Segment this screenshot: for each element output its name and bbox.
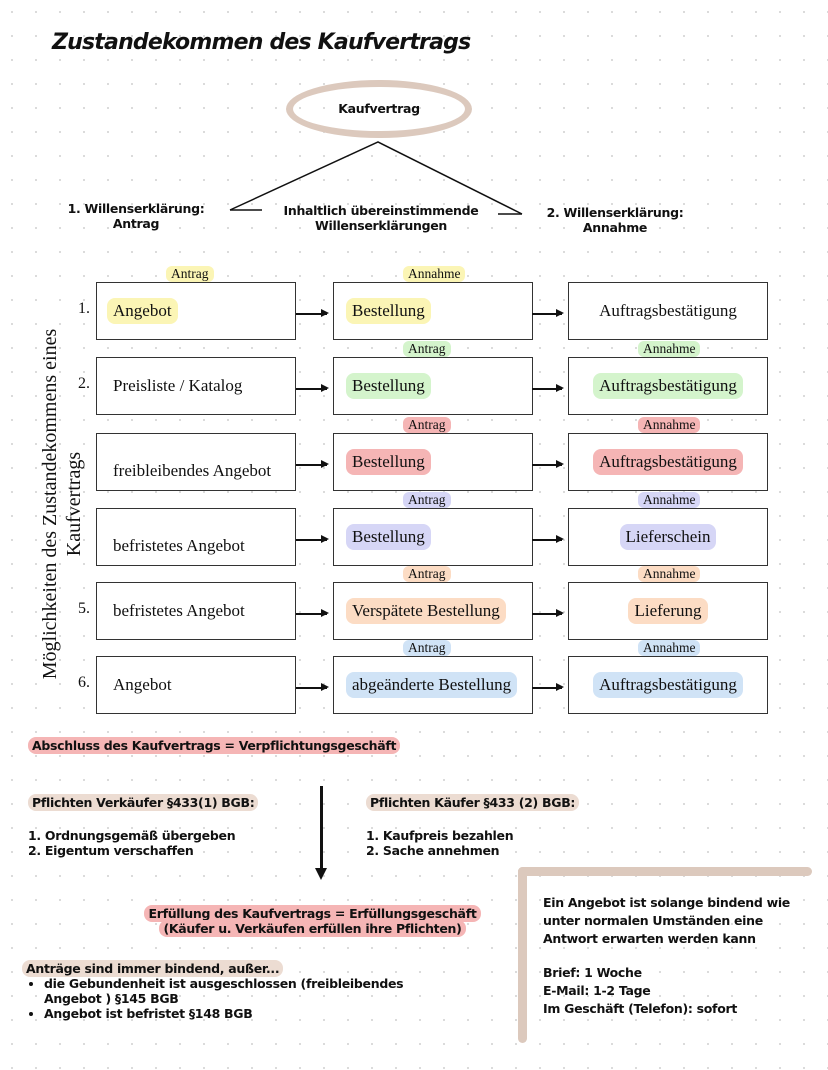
step-text: Bestellung (346, 373, 431, 399)
arrow-right-icon (296, 461, 329, 467)
step-box: Lieferung (568, 582, 768, 640)
step-box: abgeänderte Bestellung (333, 656, 533, 714)
arrow-right-icon (296, 536, 329, 542)
step-box: Bestellung (333, 357, 533, 415)
role-label: Antrag (166, 266, 214, 282)
first-declaration: 1. Willenserklärung: Antrag (67, 201, 205, 231)
step-text: Bestellung (346, 524, 431, 550)
row-number: 6. (78, 674, 90, 691)
arrow-right-icon (532, 385, 564, 391)
step-text: Auftragsbestätigung (593, 373, 743, 399)
arrow-right-icon (296, 684, 329, 690)
step-box: Auftragsbestätigung (568, 656, 768, 714)
step-text: Auftragsbestätigung (599, 301, 737, 320)
matching-declarations: Inhaltlich übereinstimmende Willenserklär… (283, 203, 479, 233)
abschluss-line: Abschluss des Kaufvertrags = Verpflichtu… (28, 737, 401, 754)
arrow-right-icon (296, 385, 329, 391)
step-box: befristetes Angebot (96, 582, 296, 640)
arrow-right-icon (296, 610, 329, 616)
second-declaration: 2. Willenserklärung: Annahme (546, 205, 684, 235)
step-box: Bestellung (333, 282, 533, 340)
step-box: befristetes Angebot (96, 508, 296, 566)
row-number: 5. (78, 600, 90, 617)
arrow-right-icon (296, 310, 329, 316)
arrow-right-icon (532, 310, 564, 316)
step-box: Auftragsbestätigung (568, 433, 768, 491)
step-text: befristetes Angebot (113, 601, 245, 620)
arrow-right-icon (532, 461, 564, 467)
step-text: Verspätete Bestellung (346, 598, 506, 624)
role-label: Annahme (638, 640, 701, 656)
row-number: 2. (78, 375, 90, 392)
step-box: Angebot (96, 282, 296, 340)
step-text: Preisliste / Katalog (113, 376, 243, 395)
step-box: Bestellung (333, 508, 533, 566)
arrow-right-icon (532, 684, 564, 690)
arrow-head-icon (315, 868, 327, 880)
row-number: 1. (78, 300, 90, 317)
seller-duties: Pflichten Verkäufer §433(1) BGB: 1. Ordn… (28, 794, 259, 858)
role-label: Annahme (638, 417, 701, 433)
vertical-label: Möglichkeiten des Zustandekommens eines K… (39, 328, 85, 680)
buyer-duties: Pflichten Käufer §433 (2) BGB: 1. Kaufpr… (366, 794, 580, 858)
step-text: Bestellung (346, 449, 431, 475)
step-text: freibleibendes Angebot (113, 461, 272, 480)
role-label: Antrag (403, 566, 451, 582)
step-box: freibleibendes Angebot (96, 433, 296, 491)
role-label: Annahme (638, 566, 701, 582)
step-text: Bestellung (346, 298, 431, 324)
role-label: Annahme (638, 341, 701, 357)
step-text: Auftragsbestätigung (593, 449, 743, 475)
step-box: Verspätete Bestellung (333, 582, 533, 640)
step-text: befristetes Angebot (113, 536, 245, 555)
step-box: Lieferschein (568, 508, 768, 566)
step-text: Angebot (113, 675, 172, 694)
step-box: Preisliste / Katalog (96, 357, 296, 415)
step-text: Lieferung (628, 598, 708, 624)
note-border-top (518, 867, 812, 876)
role-label: Antrag (403, 341, 451, 357)
role-label: Antrag (403, 417, 451, 433)
role-label: Antrag (403, 492, 451, 508)
role-label: Annahme (403, 266, 466, 282)
role-label: Antrag (403, 640, 451, 656)
step-box: Auftragsbestätigung (568, 357, 768, 415)
antraege-section: Anträge sind immer bindend, außer... die… (22, 960, 462, 1021)
step-box: Angebot (96, 656, 296, 714)
step-box: Auftragsbestätigung (568, 282, 768, 340)
step-text: Lieferschein (619, 524, 717, 550)
step-text: Angebot (107, 298, 178, 324)
arrow-right-icon (532, 610, 564, 616)
step-box: Bestellung (333, 433, 533, 491)
kaufvertrag-oval: Kaufvertrag (286, 80, 472, 138)
step-text: Auftragsbestätigung (593, 672, 743, 698)
erfuellung-line: Erfüllung des Kaufvertrags = Erfüllungsg… (110, 905, 515, 937)
step-text: abgeänderte Bestellung (346, 672, 518, 698)
triangle-diagram (229, 141, 523, 215)
arrow-right-icon (532, 536, 564, 542)
role-label: Annahme (638, 492, 701, 508)
page-title: Zustandekommen des Kaufvertrags (52, 30, 471, 55)
binding-note: Ein Angebot ist solange bindend wie unte… (543, 895, 790, 1016)
note-border-left (518, 867, 527, 1043)
down-arrow (320, 786, 323, 870)
